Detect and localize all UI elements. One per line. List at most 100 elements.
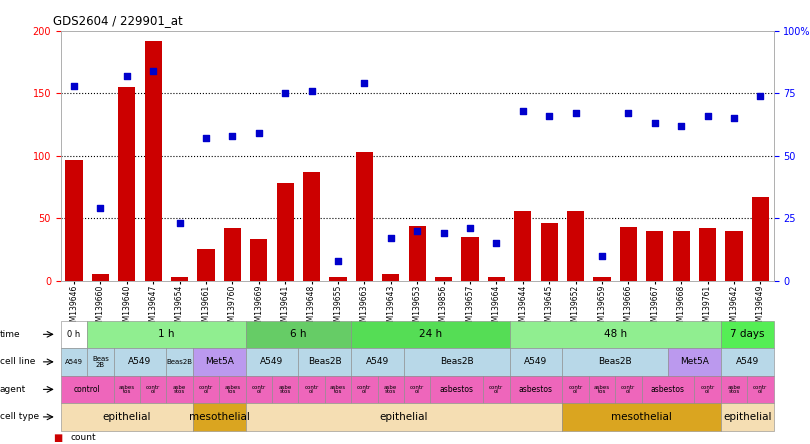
Text: Beas2B: Beas2B bbox=[440, 357, 474, 366]
Point bbox=[384, 234, 397, 242]
Point bbox=[648, 120, 661, 127]
Text: Beas2B: Beas2B bbox=[599, 357, 632, 366]
Bar bbox=[435, 277, 452, 281]
Bar bbox=[488, 277, 505, 281]
Text: 48 h: 48 h bbox=[603, 329, 627, 339]
Bar bbox=[66, 159, 83, 281]
Text: Beas2B: Beas2B bbox=[308, 357, 342, 366]
Bar bbox=[330, 277, 347, 281]
Point bbox=[411, 227, 424, 234]
Bar bbox=[171, 277, 188, 281]
Text: contr
ol: contr ol bbox=[146, 385, 160, 394]
Text: Met5A: Met5A bbox=[205, 357, 233, 366]
Text: contr
ol: contr ol bbox=[489, 385, 504, 394]
Text: Beas2B: Beas2B bbox=[167, 359, 193, 365]
Text: contr
ol: contr ol bbox=[252, 385, 266, 394]
Text: asbes
tos: asbes tos bbox=[330, 385, 346, 394]
Text: epithelial: epithelial bbox=[723, 412, 771, 422]
Point bbox=[252, 130, 265, 137]
Text: time: time bbox=[0, 330, 20, 339]
Bar bbox=[276, 183, 294, 281]
Bar bbox=[726, 231, 743, 281]
Text: asbestos: asbestos bbox=[440, 385, 474, 394]
Text: mesothelial: mesothelial bbox=[189, 412, 249, 422]
Text: A549: A549 bbox=[260, 357, 283, 366]
Text: 24 h: 24 h bbox=[419, 329, 442, 339]
Point bbox=[595, 252, 608, 259]
Text: A549: A549 bbox=[65, 359, 83, 365]
Text: contr
ol: contr ol bbox=[753, 385, 767, 394]
Text: contr
ol: contr ol bbox=[198, 385, 213, 394]
Bar bbox=[540, 223, 558, 281]
Bar bbox=[250, 239, 267, 281]
Point bbox=[199, 135, 212, 142]
Point bbox=[701, 112, 714, 119]
Point bbox=[94, 205, 107, 212]
Text: asbe
stos: asbe stos bbox=[173, 385, 186, 394]
Text: asbe
stos: asbe stos bbox=[279, 385, 292, 394]
Text: A549: A549 bbox=[366, 357, 389, 366]
Point bbox=[754, 92, 767, 99]
Text: asbes
tos: asbes tos bbox=[594, 385, 610, 394]
Point bbox=[543, 112, 556, 119]
Text: Beas
2B: Beas 2B bbox=[92, 356, 109, 368]
Bar bbox=[594, 277, 611, 281]
Text: GDS2604 / 229901_at: GDS2604 / 229901_at bbox=[53, 14, 182, 27]
Text: contr
ol: contr ol bbox=[357, 385, 372, 394]
Bar bbox=[514, 211, 531, 281]
Text: count: count bbox=[70, 433, 96, 442]
Point bbox=[331, 257, 344, 264]
Text: 6 h: 6 h bbox=[290, 329, 307, 339]
Point bbox=[569, 110, 582, 117]
Point bbox=[622, 110, 635, 117]
Text: asbes
tos: asbes tos bbox=[224, 385, 241, 394]
Bar bbox=[382, 274, 399, 281]
Point bbox=[727, 115, 740, 122]
Text: contr
ol: contr ol bbox=[305, 385, 318, 394]
Point bbox=[490, 240, 503, 247]
Text: 1 h: 1 h bbox=[158, 329, 175, 339]
Text: cell type: cell type bbox=[0, 412, 39, 421]
Text: contr
ol: contr ol bbox=[410, 385, 424, 394]
Text: A549: A549 bbox=[128, 357, 151, 366]
Text: ■: ■ bbox=[53, 433, 62, 443]
Bar bbox=[752, 197, 769, 281]
Bar bbox=[408, 226, 426, 281]
Point bbox=[226, 132, 239, 139]
Text: A549: A549 bbox=[524, 357, 548, 366]
Bar bbox=[303, 172, 320, 281]
Point bbox=[437, 230, 450, 237]
Point bbox=[463, 225, 476, 232]
Bar bbox=[646, 231, 663, 281]
Bar bbox=[672, 231, 690, 281]
Point bbox=[279, 90, 292, 97]
Text: cell line: cell line bbox=[0, 357, 36, 366]
Bar bbox=[118, 87, 135, 281]
Text: control: control bbox=[74, 385, 100, 394]
Text: epithelial: epithelial bbox=[103, 412, 151, 422]
Point bbox=[173, 220, 186, 227]
Point bbox=[516, 107, 529, 115]
Text: agent: agent bbox=[0, 385, 26, 394]
Text: asbe
stos: asbe stos bbox=[384, 385, 398, 394]
Text: contr
ol: contr ol bbox=[621, 385, 636, 394]
Point bbox=[147, 67, 160, 75]
Point bbox=[67, 83, 80, 90]
Text: epithelial: epithelial bbox=[380, 412, 428, 422]
Point bbox=[305, 87, 318, 95]
Text: 7 days: 7 days bbox=[730, 329, 765, 339]
Text: mesothelial: mesothelial bbox=[611, 412, 672, 422]
Bar bbox=[620, 227, 637, 281]
Text: asbestos: asbestos bbox=[519, 385, 553, 394]
Text: asbes
tos: asbes tos bbox=[119, 385, 134, 394]
Text: contr
ol: contr ol bbox=[701, 385, 714, 394]
Bar bbox=[567, 211, 584, 281]
Point bbox=[120, 72, 133, 79]
Bar bbox=[224, 228, 241, 281]
Bar bbox=[92, 274, 109, 281]
Text: 0 h: 0 h bbox=[67, 330, 80, 339]
Text: asbestos: asbestos bbox=[651, 385, 685, 394]
Text: Met5A: Met5A bbox=[680, 357, 709, 366]
Point bbox=[358, 80, 371, 87]
Bar bbox=[198, 250, 215, 281]
